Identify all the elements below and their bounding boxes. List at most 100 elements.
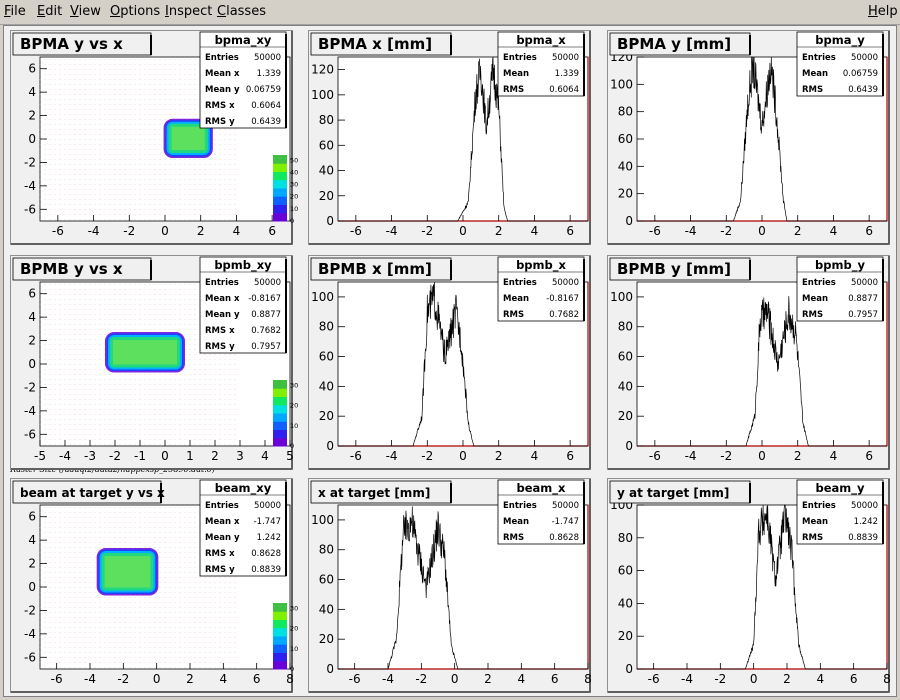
- x-tick-label: -6: [649, 224, 661, 238]
- y-tick-label: 100: [311, 290, 334, 304]
- x-tick-label: 0: [161, 224, 169, 238]
- x-tick-label: -6: [52, 224, 64, 238]
- stats-key: Mean x: [205, 294, 240, 304]
- menu-file[interactable]: File: [4, 4, 26, 19]
- y-tick-label: 40: [618, 379, 633, 393]
- palette-swatch: [273, 644, 287, 653]
- x-tick-label: 0: [161, 449, 169, 463]
- palette-swatch: [273, 636, 287, 645]
- histogram-line: [338, 56, 588, 222]
- pad-bpma_y[interactable]: -6 -4 -2 0 2 4 6 0 20 40 60 80 100 120 BPMA y [mm] bpma…: [607, 30, 890, 245]
- y-tick-label: -4: [24, 627, 36, 641]
- menu-inspect-label: Inspect: [165, 4, 213, 19]
- stats-value: 0.7682: [549, 310, 579, 320]
- stats-value: 1.242: [257, 533, 281, 543]
- x-tick-label: -6: [350, 449, 362, 463]
- x-tick-label: 2: [197, 224, 205, 238]
- x-tick-label: 2: [783, 672, 791, 686]
- x-tick-label: 6: [850, 672, 858, 686]
- chart-title: BPMB x [mm]: [318, 260, 432, 278]
- stats-key: RMS: [503, 533, 524, 543]
- x-tick-label: 2: [484, 672, 492, 686]
- menu-classes[interactable]: Classes: [217, 4, 266, 19]
- x-tick-label: -2: [421, 449, 433, 463]
- menu-view[interactable]: View: [70, 4, 101, 19]
- stats-key: Mean x: [205, 69, 240, 79]
- y-tick-label: -2: [24, 380, 36, 394]
- pad-bpmb_xy[interactable]: 0 10 20 30 -5 -4 -3 -2 -1 0 1 2 3 4 5 -6 -4 -2 0 2 4 6 BPMB y …: [10, 255, 298, 470]
- stats-value: 0.8877: [251, 310, 281, 320]
- y-tick-label: 20: [618, 629, 633, 643]
- stats-key: Entries: [205, 278, 239, 288]
- x-tick-label: -4: [386, 224, 398, 238]
- y-tick-label: -2: [24, 603, 36, 617]
- stats-value: 50000: [552, 501, 579, 511]
- y-tick-label: 6: [28, 510, 36, 524]
- pad-bpma_xy[interactable]: 0 10 20 30 40 50 -6 -4 -2 0 2 4 6 -6 -4 -2 0 2 4 6 BPMA y vs…: [10, 30, 298, 245]
- stats-value: -0.8167: [248, 294, 281, 304]
- menu-view-label: View: [70, 4, 101, 19]
- palette-swatch: [273, 437, 287, 447]
- x-tick-label: -6: [648, 672, 660, 686]
- menu-help[interactable]: Help: [868, 4, 898, 19]
- y-tick-label: 80: [319, 543, 334, 557]
- y-tick-label: 40: [618, 596, 633, 610]
- pad-bpmb_y[interactable]: -6 -4 -2 0 2 4 6 0 20 40 60 80 100 BPMB y [mm] bpmb_y E…: [607, 255, 890, 470]
- pad-beam_y[interactable]: -6 -4 -2 0 2 4 6 8 0 20 40 60 80 100 y at target [mm] b…: [607, 478, 891, 693]
- x-tick-label: 6: [566, 449, 574, 463]
- chart-bpma_xy: 0 10 20 30 40 50 -6 -4 -2 0 2 4 6 -6 -4 -2 0 2 4 6 BPMA y vs…: [10, 30, 298, 245]
- pad-beam_x[interactable]: -6 -4 -2 0 2 4 6 8 0 20 40 60 80 100 x at target [mm] b…: [308, 478, 592, 693]
- stats-value: 0.8839: [848, 533, 878, 543]
- stats-value: 0.06759: [843, 69, 878, 79]
- stats-key: RMS: [802, 85, 823, 95]
- menu-bar: File Edit View Options Inspect Classes H…: [0, 0, 900, 25]
- stats-value: 0.8628: [251, 549, 281, 559]
- x-tick-label: 4: [220, 672, 228, 686]
- stats-value: 50000: [851, 501, 878, 511]
- stats-box: [796, 479, 884, 545]
- menu-edit[interactable]: Edit: [37, 4, 62, 19]
- x-tick-label: 2: [495, 449, 503, 463]
- stats-key: Mean x: [205, 517, 240, 527]
- x-tick-label: 1: [186, 449, 194, 463]
- palette-swatch: [273, 421, 287, 430]
- menu-file-label: File: [4, 4, 26, 19]
- y-tick-label: 0: [326, 662, 334, 676]
- y-tick-label: 60: [618, 564, 633, 578]
- stats-value: 0.7682: [251, 326, 281, 336]
- menu-options[interactable]: Options: [110, 4, 160, 19]
- palette-swatch: [273, 611, 287, 620]
- y-tick-label: 0: [28, 580, 36, 594]
- stats-box: [497, 31, 585, 97]
- y-tick-label: -6: [24, 650, 36, 664]
- pad-bpmb_x[interactable]: -6 -4 -2 0 2 4 6 0 20 40 60 80 100 BPMB x [mm] bpmb_x E…: [308, 255, 591, 470]
- x-tick-label: 8: [883, 672, 891, 686]
- y-tick-label: 80: [618, 531, 633, 545]
- palette-tick-label: 40: [290, 168, 298, 176]
- stats-key: Entries: [205, 501, 239, 511]
- x-tick-label: -4: [685, 449, 697, 463]
- pad-bpma_x[interactable]: -6 -4 -2 0 2 4 6 0 20 40 60 80 100 120 BPMA x [mm] bpma…: [308, 30, 591, 245]
- palette-swatch: [273, 429, 287, 439]
- y-tick-label: 4: [28, 533, 36, 547]
- stats-value: 0.6064: [549, 85, 579, 95]
- x-tick-label: 4: [817, 672, 825, 686]
- x-tick-label: 4: [830, 449, 838, 463]
- x-tick-label: -2: [421, 224, 433, 238]
- stats-box: [497, 479, 585, 545]
- y-tick-label: 0: [28, 132, 36, 146]
- x-tick-label: -4: [84, 672, 96, 686]
- x-tick-label: 2: [495, 224, 503, 238]
- stats-name: bpmb_y: [815, 258, 865, 273]
- x-tick-label: 8: [584, 672, 592, 686]
- x-tick-label: -4: [88, 224, 100, 238]
- stats-key: RMS x: [205, 101, 235, 111]
- stats-value: 0.8839: [251, 565, 281, 575]
- palette-swatch: [273, 619, 287, 629]
- pad-beam_xy[interactable]: 0 10 20 30 -6 -4 -2 0 2 4 6 8 -6 -4 -2 0 2 4 6 beam at targ…: [10, 478, 298, 693]
- menu-inspect[interactable]: Inspect: [165, 4, 212, 19]
- chart-bpmb_xy: 0 10 20 30 -5 -4 -3 -2 -1 0 1 2 3 4 5 -6 -4 -2 0 2 4 6 BPMB y …: [10, 255, 298, 470]
- stats-name: beam_y: [815, 481, 865, 496]
- x-tick-label: 4: [233, 224, 241, 238]
- stats-name: bpmb_x: [516, 258, 566, 273]
